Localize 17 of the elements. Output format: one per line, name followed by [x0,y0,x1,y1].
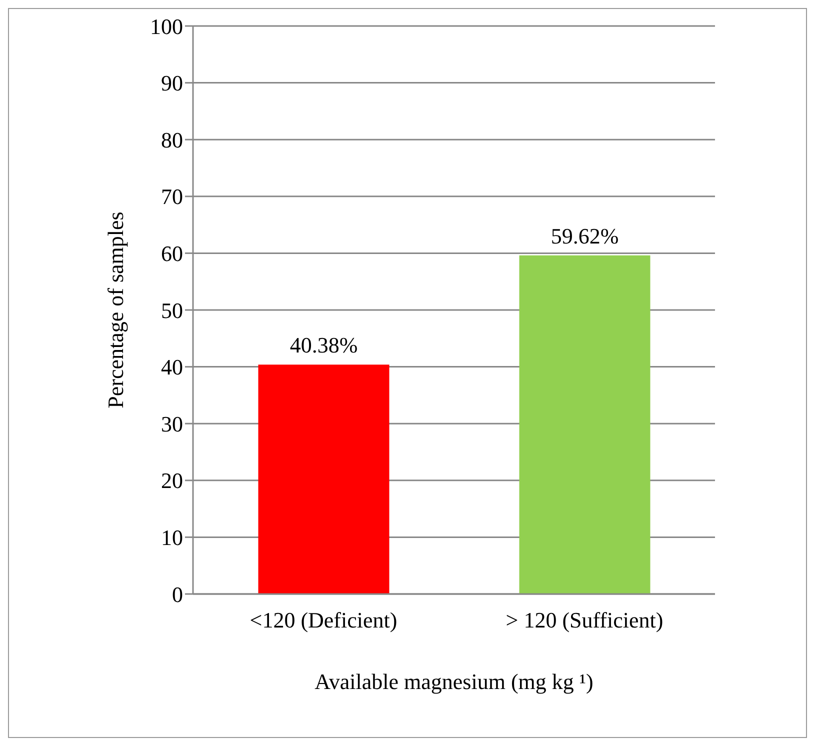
data-label: 40.38% [290,332,358,358]
y-tick-label: 20 [161,468,183,494]
y-axis-title: Percentage of samples [102,212,128,408]
y-tick-label: 80 [161,127,183,152]
x-tick-label: <120 (Deficient) [250,608,398,633]
y-tick-label: 100 [150,14,183,39]
data-label: 59.62% [550,223,619,248]
y-tick-label: 70 [161,184,183,210]
x-tick-label: > 120 (Sufficient) [506,608,664,633]
y-tick-label: 50 [161,298,183,323]
x-axis-title: Available magnesium (mg kg ¹) [314,669,594,694]
y-tick-label: 0 [172,582,183,607]
y-tick-label: 40 [161,354,183,380]
y-tick-label: 10 [161,525,183,550]
y-tick-label: 90 [161,70,183,96]
y-tick-label: 30 [161,411,183,436]
y-tick-label: 60 [161,241,183,266]
